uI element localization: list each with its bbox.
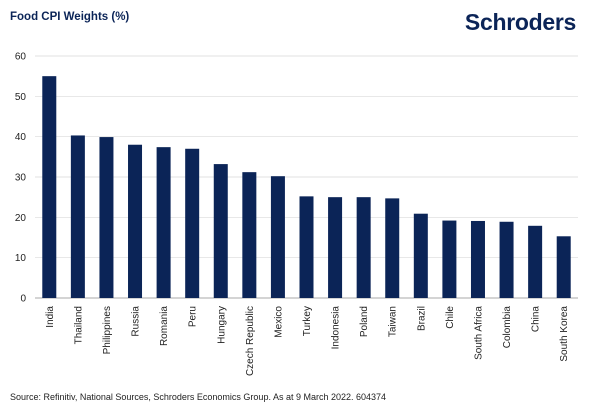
bar-thailand bbox=[70, 135, 85, 298]
bar-peru bbox=[185, 148, 200, 298]
bar-hungary bbox=[213, 164, 228, 298]
bar-romania bbox=[156, 147, 171, 298]
chart-title: Food CPI Weights (%) bbox=[10, 11, 130, 23]
schroders-logo: Schroders bbox=[464, 9, 576, 35]
x-tick-label: Russia bbox=[131, 306, 142, 337]
x-tick-label: Turkey bbox=[302, 306, 313, 336]
y-tick-label: 0 bbox=[20, 294, 26, 305]
x-tick-label: South Africa bbox=[473, 306, 484, 360]
y-tick-label: 30 bbox=[15, 173, 27, 184]
bar-brazil bbox=[413, 213, 428, 298]
x-tick-label: Hungary bbox=[216, 306, 227, 344]
x-tick-label: Czech Republic bbox=[245, 306, 256, 376]
bar-poland bbox=[356, 197, 371, 298]
y-tick-label: 60 bbox=[15, 52, 27, 63]
bar-russia bbox=[128, 144, 143, 298]
x-tick-label: Chile bbox=[445, 306, 456, 329]
bar-colombia bbox=[499, 221, 514, 298]
x-tick-label: China bbox=[531, 306, 542, 333]
x-tick-label: Mexico bbox=[273, 306, 284, 338]
bar-indonesia bbox=[328, 197, 343, 298]
x-tick-label: Thailand bbox=[73, 306, 84, 344]
source-note: Source: Refinitiv, National Sources, Sch… bbox=[10, 392, 387, 402]
bar-chile bbox=[442, 220, 457, 298]
bar-czech-republic bbox=[242, 172, 257, 298]
x-tick-label: Indonesia bbox=[331, 306, 342, 350]
x-tick-label: Peru bbox=[188, 306, 199, 327]
x-tick-label: Colombia bbox=[502, 306, 513, 349]
bar-south-africa bbox=[470, 220, 485, 298]
y-tick-label: 20 bbox=[15, 213, 27, 224]
bar-south-korea bbox=[556, 236, 571, 298]
x-tick-label: Philippines bbox=[102, 306, 113, 354]
x-tick-label: Taiwan bbox=[388, 306, 399, 337]
bar-china bbox=[528, 225, 543, 298]
x-tick-label: Brazil bbox=[416, 306, 427, 331]
y-tick-label: 10 bbox=[15, 253, 27, 264]
bar-india bbox=[42, 76, 57, 299]
bar-mexico bbox=[270, 176, 285, 298]
y-tick-label: 40 bbox=[15, 132, 27, 143]
x-tick-label: South Korea bbox=[559, 306, 570, 362]
bar-taiwan bbox=[385, 198, 400, 298]
x-tick-label: Romania bbox=[159, 306, 170, 346]
bar-turkey bbox=[299, 196, 314, 298]
x-tick-label: India bbox=[45, 306, 56, 328]
x-tick-label: Poland bbox=[359, 306, 370, 337]
y-tick-label: 50 bbox=[15, 92, 27, 103]
bar-philippines bbox=[99, 137, 114, 298]
